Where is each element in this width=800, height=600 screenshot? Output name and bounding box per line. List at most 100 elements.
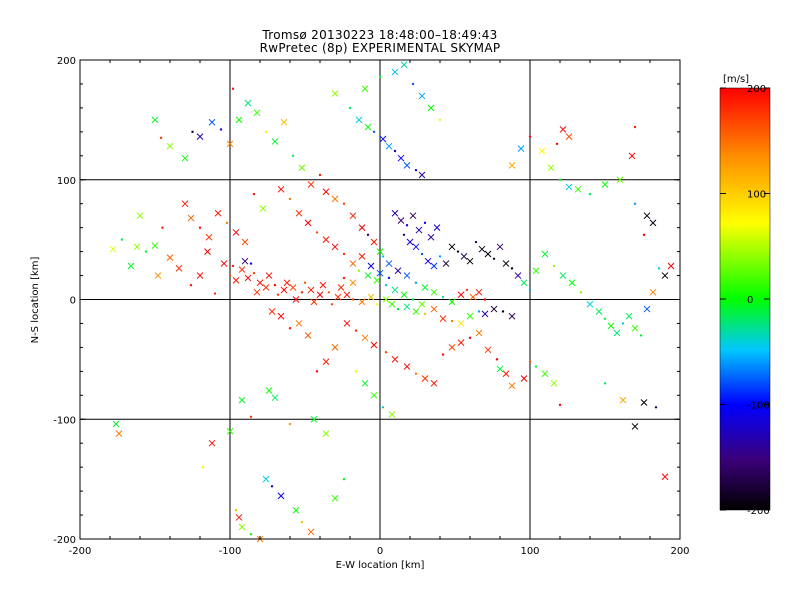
data-point — [418, 300, 426, 308]
chart-subtitle: RwPretec (8p) EXPERIMENTAL SKYMAP — [259, 41, 501, 55]
data-point — [349, 260, 357, 267]
x-axis-label: E-W location [km] — [336, 560, 425, 571]
data-point — [232, 229, 240, 236]
data-point — [358, 298, 366, 306]
data-point — [276, 293, 280, 296]
data-point — [307, 181, 315, 188]
data-point — [642, 233, 646, 237]
data-point — [349, 212, 357, 220]
x-tick-label: -100 — [219, 546, 242, 557]
data-point — [384, 350, 388, 354]
data-point — [265, 272, 273, 279]
data-point — [633, 202, 637, 205]
data-point — [191, 130, 194, 134]
data-point — [370, 341, 378, 349]
data-point — [375, 303, 379, 306]
data-point — [427, 233, 435, 241]
data-point — [501, 310, 505, 313]
data-point — [283, 279, 291, 287]
data-point — [361, 85, 369, 93]
data-point — [358, 224, 366, 232]
data-point — [115, 430, 123, 437]
x-tick-label: 200 — [670, 546, 689, 557]
data-point — [370, 391, 378, 399]
data-point — [430, 288, 438, 296]
data-point — [249, 262, 253, 265]
data-point — [552, 264, 556, 268]
data-point — [406, 238, 414, 246]
data-point — [586, 300, 594, 308]
data-point — [181, 200, 189, 208]
data-point — [559, 272, 567, 279]
data-point — [292, 296, 300, 303]
data-point — [120, 238, 124, 241]
data-point — [418, 171, 426, 179]
y-tick-label: -100 — [53, 415, 76, 426]
data-point — [457, 320, 465, 327]
data-point — [385, 260, 393, 267]
y-tick-label: 200 — [57, 56, 76, 67]
data-point — [354, 329, 358, 332]
y-tick-label: -200 — [53, 535, 76, 546]
data-point — [288, 327, 292, 330]
data-point — [219, 128, 223, 131]
data-point — [517, 145, 525, 152]
data-point — [661, 272, 669, 279]
data-point — [268, 308, 276, 315]
data-point — [307, 286, 315, 294]
data-point — [361, 334, 369, 342]
data-point — [456, 250, 460, 253]
data-point — [496, 243, 504, 251]
data-point — [481, 310, 489, 318]
data-point — [528, 288, 532, 292]
data-point — [187, 214, 195, 222]
data-point — [315, 370, 319, 373]
data-point — [439, 315, 447, 323]
data-point — [304, 219, 312, 227]
data-point — [621, 322, 625, 325]
data-point — [334, 293, 342, 301]
data-point — [166, 254, 174, 261]
data-point — [220, 260, 228, 267]
data-point — [226, 427, 234, 435]
data-point — [198, 226, 202, 229]
data-point — [402, 233, 406, 237]
data-point — [304, 332, 312, 339]
data-point — [270, 485, 274, 488]
data-point — [555, 142, 559, 146]
data-point — [514, 272, 522, 279]
data-point — [342, 202, 346, 205]
data-point — [166, 142, 174, 150]
data-point — [322, 236, 330, 243]
data-point — [364, 272, 372, 279]
data-point — [367, 293, 375, 301]
data-point — [388, 411, 396, 418]
data-point — [502, 260, 510, 267]
data-point — [616, 176, 624, 184]
data-point — [574, 185, 582, 193]
data-point — [342, 276, 346, 280]
data-point — [394, 267, 402, 275]
chart-title: Tromsø 20130223 18:48:00–18:49:43 — [262, 28, 498, 42]
data-point — [381, 255, 385, 258]
data-point — [331, 90, 339, 97]
data-point — [541, 250, 549, 258]
data-point — [244, 274, 252, 282]
data-point — [639, 334, 643, 337]
data-point — [277, 185, 285, 193]
data-point — [421, 375, 429, 382]
data-point — [457, 291, 465, 299]
data-point — [262, 475, 270, 483]
data-point — [337, 284, 345, 291]
data-point — [144, 250, 148, 253]
data-point — [415, 226, 423, 234]
data-point — [508, 382, 516, 390]
data-point — [625, 312, 633, 320]
data-point — [300, 521, 304, 524]
data-point — [208, 439, 216, 447]
y-tick-label: 100 — [57, 176, 76, 187]
data-point — [595, 308, 603, 315]
data-point — [161, 226, 164, 229]
data-point — [661, 473, 669, 481]
